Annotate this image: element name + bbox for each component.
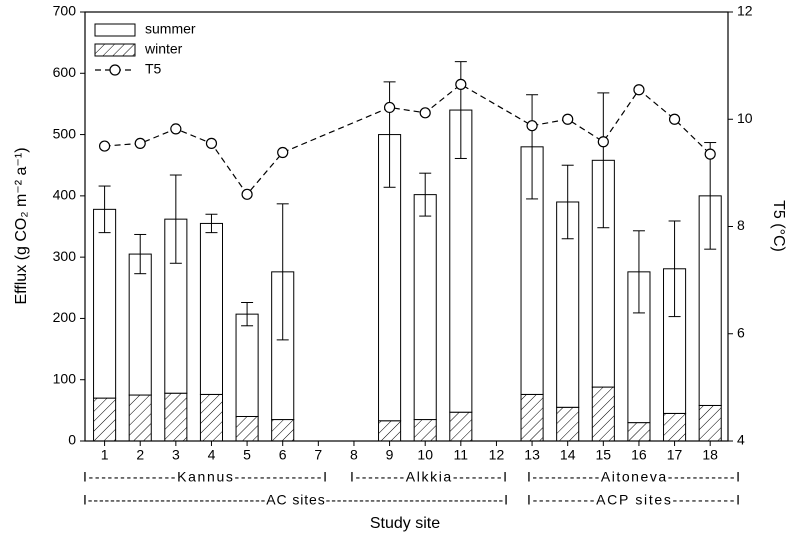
bar [199,222,224,395]
x-tick-label: 10 [417,447,433,463]
x-axis-label: Study site [370,515,440,532]
x-tick-label: 15 [596,447,612,463]
y-axis-label: Efflux (g CO₂ m⁻² a⁻¹) [13,147,30,304]
bar [128,253,152,396]
y2-tick-label: 4 [737,432,745,448]
error-bar [632,230,645,314]
marker [455,78,467,90]
legend-label: T5 [145,61,162,77]
error-bar [704,142,717,250]
marker [562,113,574,125]
marker [419,107,431,119]
y-tick-label: 300 [53,248,77,264]
marker [633,84,645,96]
marker [205,137,218,149]
x-tick-label: 13 [524,447,540,463]
marker [134,137,146,149]
group-label: I--------Alkkia--------I [350,469,507,485]
x-tick-label: 12 [489,447,505,463]
bar [556,406,580,442]
bar [93,208,117,399]
marker [526,120,538,132]
error-bar [134,233,147,275]
error-bar [169,174,182,264]
error-bar [419,172,432,217]
bar [378,420,402,442]
bar [520,393,544,442]
marker [597,136,609,148]
bar [663,412,687,442]
bar [235,415,259,442]
line [104,83,711,196]
error-bar [668,220,681,318]
y2-tick-label: 6 [737,324,745,340]
y2-tick-label: 12 [737,3,753,19]
bar [413,194,437,421]
x-tick-label: 3 [172,447,180,463]
marker [241,188,253,200]
x-tick-label: 8 [350,447,358,463]
group-label: I-----------Aitoneva-----------I [527,469,740,485]
y-tick-label: 200 [53,309,77,325]
x-tick-label: 6 [279,447,287,463]
error-bar [526,94,539,200]
bar [235,313,259,417]
marker [383,101,396,114]
x-tick-label: 11 [454,447,469,463]
bar [627,422,651,442]
x-tick-label: 9 [386,447,394,463]
bar [698,404,722,442]
marker [98,140,111,152]
legend-swatch [94,43,136,57]
marker [704,148,716,160]
y-tick-label: 600 [53,64,77,80]
x-tick-label: 5 [243,447,251,463]
group-label: I--------------------------------AC site… [83,492,508,508]
y-tick-label: 400 [53,187,77,203]
x-tick-label: 1 [101,447,109,463]
bar [449,411,473,442]
group-label: I----------ACP sites----------I [527,492,740,508]
error-bar [276,203,289,341]
legend-label: summer [145,21,196,37]
error-bar [383,81,396,188]
bar [199,393,224,442]
y2-tick-label: 10 [737,110,753,126]
bar [413,419,437,442]
marker [277,146,289,159]
y2-tick-label: 8 [737,217,745,233]
bar [271,419,295,442]
group-label: I--------------Kannus--------------I [83,469,327,485]
bar [93,397,117,442]
error-bar [205,213,218,234]
y2-axis-label: T5 (°C) [770,200,787,252]
y-tick-label: 500 [53,125,77,141]
x-tick-label: 14 [560,447,576,463]
legend-marker [109,64,121,76]
bar [164,392,188,442]
x-tick-label: 7 [314,447,322,463]
legend-label: winter [144,41,183,57]
error-bar [454,61,467,159]
bar [128,394,152,442]
bar [591,386,615,442]
x-tick-label: 4 [208,447,216,463]
error-bar [597,92,610,229]
marker [170,123,182,135]
x-tick-label: 17 [667,447,683,463]
y-tick-label: 0 [68,432,76,448]
marker [668,113,681,125]
x-tick-label: 16 [631,447,647,463]
error-bar [241,301,254,327]
y-tick-label: 700 [53,3,77,19]
x-tick-label: 18 [702,447,718,463]
x-tick-label: 2 [136,447,144,463]
legend-swatch [94,23,136,37]
error-bar [98,185,111,234]
error-bar [561,164,574,240]
y-tick-label: 100 [53,370,77,386]
